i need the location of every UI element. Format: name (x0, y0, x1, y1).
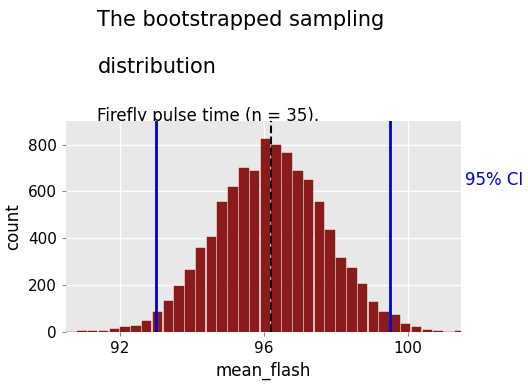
Bar (422, 330, 432, 332)
Bar (369, 302, 378, 332)
Bar (390, 315, 400, 332)
Text: 95% CI: 95% CI (466, 171, 524, 189)
Bar (110, 329, 119, 332)
Bar (99, 331, 108, 332)
Bar (196, 248, 205, 332)
Bar (433, 331, 443, 332)
Bar (153, 312, 162, 332)
Bar (77, 331, 87, 332)
Bar (261, 139, 270, 332)
Bar (120, 327, 130, 332)
Bar (358, 284, 367, 332)
Bar (455, 331, 465, 332)
Text: The bootstrapped sampling: The bootstrapped sampling (97, 10, 385, 30)
Bar (250, 171, 259, 332)
Bar (218, 202, 227, 332)
Bar (412, 327, 421, 332)
Bar (239, 167, 249, 332)
Bar (142, 321, 152, 332)
Bar (304, 180, 313, 332)
Bar (325, 230, 335, 332)
Bar (282, 153, 292, 332)
Bar (347, 268, 356, 332)
Bar (206, 237, 216, 332)
Bar (271, 145, 281, 332)
Bar (228, 187, 238, 332)
Bar (185, 270, 195, 332)
Bar (131, 326, 140, 332)
Bar (380, 312, 389, 332)
Bar (401, 324, 410, 332)
Text: Firefly pulse time (n = 35).: Firefly pulse time (n = 35). (97, 107, 319, 125)
Bar (315, 202, 324, 332)
Y-axis label: count: count (4, 203, 22, 250)
Bar (444, 331, 454, 332)
Bar (174, 286, 184, 332)
Text: distribution: distribution (97, 57, 216, 77)
Bar (293, 170, 303, 332)
Bar (164, 301, 173, 332)
X-axis label: mean_flash: mean_flash (216, 362, 312, 380)
Bar (336, 258, 346, 332)
Bar (88, 331, 98, 332)
